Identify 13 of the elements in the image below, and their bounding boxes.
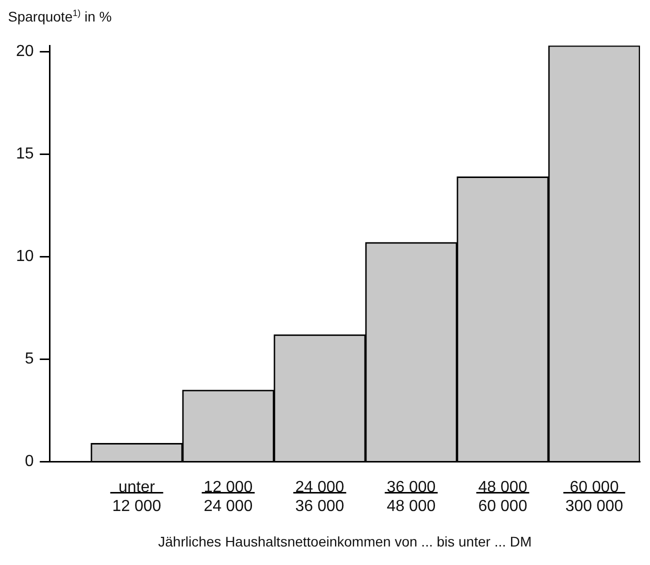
x-tick-label: 36 000 48 000 — [386, 478, 436, 516]
x-tick-label: 48 000 60 000 — [478, 478, 528, 516]
x-tick-label: 60 000 300 000 — [565, 478, 624, 516]
x-tick-label: unter 12 000 — [112, 478, 162, 516]
y-tick-label: 15 — [16, 146, 34, 163]
y-tick-label: 0 — [24, 453, 34, 470]
y-axis-title: Sparquote$^{1)}$ in % — [8, 8, 112, 25]
x-tick-label: 12 000 24 000 — [204, 478, 253, 516]
x-axis-title: Jährliches Haushaltsnettoeinkommen von ... bis unter ... DM — [158, 533, 532, 550]
y-tick-label: 20 — [16, 43, 34, 60]
y-tick-label: 10 — [16, 248, 34, 266]
x-tick-label: 24 000 36 000 — [295, 478, 344, 516]
y-tick-label: 5 — [24, 350, 34, 368]
